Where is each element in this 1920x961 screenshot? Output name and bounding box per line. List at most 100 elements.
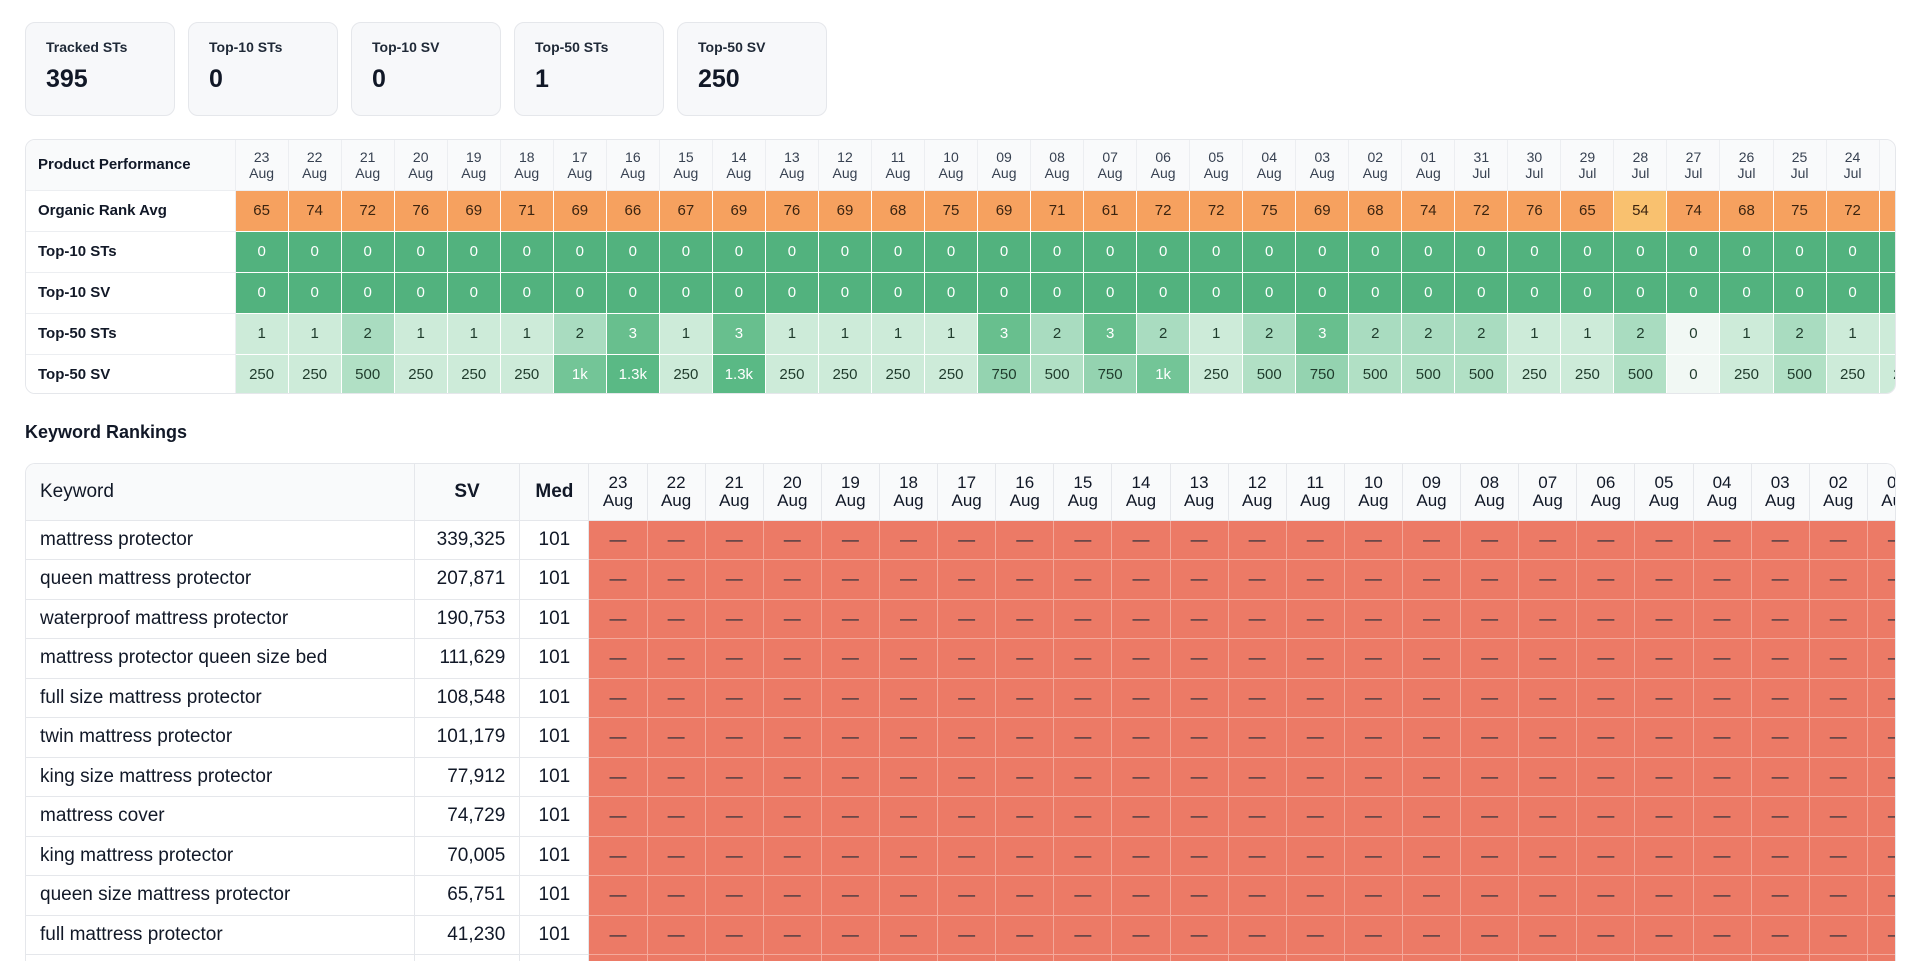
keyword-row[interactable]: full mattress protector 41,230 101— — — — — — — —… <box>26 915 1895 955</box>
date-day: 20 <box>412 148 429 165</box>
date-column-header: 23 Aug <box>235 140 289 191</box>
keyword-row[interactable]: twin mattress protector 101,179 101— — — — — — —… <box>26 717 1895 758</box>
date-day: 06 <box>1155 148 1171 165</box>
date-column-header[interactable]: 07 Aug <box>1518 464 1578 521</box>
date-column-header[interactable]: 22 Aug <box>647 464 706 521</box>
keyword-row[interactable]: waterproof mattress protector 190,753 101—… <box>26 599 1895 639</box>
rank-cell: — <box>1402 757 1462 797</box>
keyword-name[interactable]: waterproof mattress protector <box>26 599 415 639</box>
keyword-row[interactable]: full size mattress protector 108,548 101— —… <box>26 678 1895 718</box>
rank-cell: — <box>937 836 997 876</box>
date-day: 08 <box>1049 148 1065 165</box>
date-day: 20 <box>782 472 802 492</box>
date-column-header: 20 Aug <box>394 140 448 191</box>
keyword-row[interactable]: queen size mattress protector 65,751 101— —… <box>26 875 1895 916</box>
performance-cell: 1.3k <box>606 354 660 393</box>
date-column-header[interactable]: 05 Aug <box>1634 464 1694 521</box>
keyword-name[interactable]: full size mattress protector <box>26 678 415 718</box>
date-column-header[interactable]: 12 Aug <box>1228 464 1287 521</box>
performance-row-label: Top-50 SV <box>26 354 236 393</box>
rank-cell: — <box>879 796 939 837</box>
date-column-header[interactable]: 10 Aug <box>1344 464 1403 521</box>
keyword-name[interactable]: full mattress protector <box>26 915 415 955</box>
date-column-header[interactable]: 20 Aug <box>763 464 822 521</box>
date-day: 21 <box>359 148 376 165</box>
date-column-header[interactable]: 21 Aug <box>705 464 764 521</box>
keyword-sv: 339,325 <box>414 520 521 560</box>
performance-cell: 1 <box>1189 313 1244 355</box>
date-column-header[interactable]: 09 Aug <box>1402 464 1462 521</box>
date-column-header: 25 Jul <box>1773 140 1827 191</box>
performance-cell: 500 <box>1401 354 1456 393</box>
rank-cell: — <box>1867 875 1895 916</box>
performance-cell: 0 <box>500 231 554 273</box>
date-column-header[interactable]: 06 Aug <box>1576 464 1636 521</box>
date-column-header[interactable]: 04 Aug <box>1693 464 1752 521</box>
rank-cell: — <box>879 559 939 600</box>
rank-cell: — <box>1228 954 1287 961</box>
keyword-name[interactable]: king mattress protector <box>26 836 415 876</box>
med-column-header[interactable]: Med <box>519 464 590 521</box>
performance-cell: 250 <box>288 354 342 393</box>
sv-column-header[interactable]: SV <box>414 464 521 521</box>
keyword-rankings-panel[interactable]: Keyword SV Med 23 Aug 22 Aug 21 Aug 20 Aug 19 Aug… <box>25 463 1896 961</box>
keyword-row[interactable]: ——————————————————————— <box>26 954 1895 961</box>
date-month: Aug <box>249 164 275 181</box>
rank-cell: — <box>1693 875 1752 916</box>
date-column-header[interactable]: 15 Aug <box>1053 464 1113 521</box>
rank-cell: — <box>588 915 648 955</box>
stat-value: 250 <box>698 65 740 93</box>
date-column-header: 21 Aug <box>341 140 395 191</box>
keyword-name[interactable] <box>26 954 415 961</box>
date-column-header[interactable]: 17 Aug <box>937 464 997 521</box>
keyword-name[interactable]: king size mattress protector <box>26 757 415 797</box>
date-month: Aug <box>726 164 752 181</box>
keyword-row[interactable]: mattress cover 74,729 101— — — — — — — — — — — — — — — — —… <box>26 796 1895 837</box>
keyword-med: 101 <box>519 915 590 955</box>
keyword-row[interactable]: queen mattress protector 207,871 101— — — — — —… <box>26 559 1895 600</box>
keyword-row[interactable]: mattress protector 339,325 101— — — — — — — — — — — —… <box>26 520 1895 560</box>
performance-cell: 1 <box>818 313 872 355</box>
date-column-header[interactable]: 19 Aug <box>821 464 880 521</box>
keyword-row[interactable]: king mattress protector 70,005 101— — — — — — — —… <box>26 836 1895 876</box>
keyword-name[interactable]: mattress protector <box>26 520 415 560</box>
date-column-header[interactable]: 08 Aug <box>1460 464 1520 521</box>
rank-cell: — <box>937 520 997 560</box>
performance-cell: 0 <box>871 231 926 273</box>
product-performance-panel[interactable]: Product Performance 23 Aug 22 Aug 21 Aug 20 Aug 1… <box>25 139 1896 394</box>
date-column-header[interactable]: 16 Aug <box>995 464 1055 521</box>
stat-label: Top-10 STs <box>209 39 283 55</box>
rank-cell: — <box>1286 638 1345 679</box>
date-month: Aug <box>1125 490 1157 510</box>
keyword-name[interactable]: queen mattress protector <box>26 559 415 600</box>
keyword-name[interactable]: mattress cover <box>26 796 415 837</box>
performance-cell: 1 <box>765 313 819 355</box>
keyword-name[interactable]: twin mattress protector <box>26 717 415 758</box>
keyword-row[interactable]: king size mattress protector 77,912 101— — —… <box>26 757 1895 797</box>
rank-cell: — <box>763 836 822 876</box>
date-column-header[interactable]: 03 Aug <box>1751 464 1810 521</box>
keyword-name[interactable]: mattress protector queen size bed <box>26 638 415 679</box>
rank-cell: — <box>1576 836 1636 876</box>
date-column-header[interactable]: 02 Aug <box>1809 464 1868 521</box>
keyword-row[interactable]: mattress protector queen size bed 111,629… <box>26 638 1895 679</box>
keyword-column-header[interactable]: Keyword <box>26 464 415 521</box>
performance-cell: 250 <box>818 354 872 393</box>
date-column-header[interactable]: 23 Aug <box>588 464 648 521</box>
date-column-header[interactable]: 14 Aug <box>1111 464 1171 521</box>
date-column-header[interactable]: 11 Aug <box>1286 464 1345 521</box>
date-column-header[interactable]: 18 Aug <box>879 464 939 521</box>
date-column-header[interactable]: 13 Aug <box>1170 464 1229 521</box>
keyword-name[interactable]: queen size mattress protector <box>26 875 415 916</box>
performance-cell: 1 <box>1879 313 1895 355</box>
performance-cell: 2 <box>1242 313 1297 355</box>
rank-cell: — <box>1344 757 1403 797</box>
performance-cell: 1 <box>1719 313 1774 355</box>
rank-cell: — <box>1460 559 1520 600</box>
performance-cell: 69 <box>553 190 607 232</box>
stat-label: Top-50 STs <box>535 39 609 55</box>
rank-cell: — <box>821 520 880 560</box>
date-day: 16 <box>1015 472 1035 492</box>
rank-cell: — <box>1228 520 1287 560</box>
